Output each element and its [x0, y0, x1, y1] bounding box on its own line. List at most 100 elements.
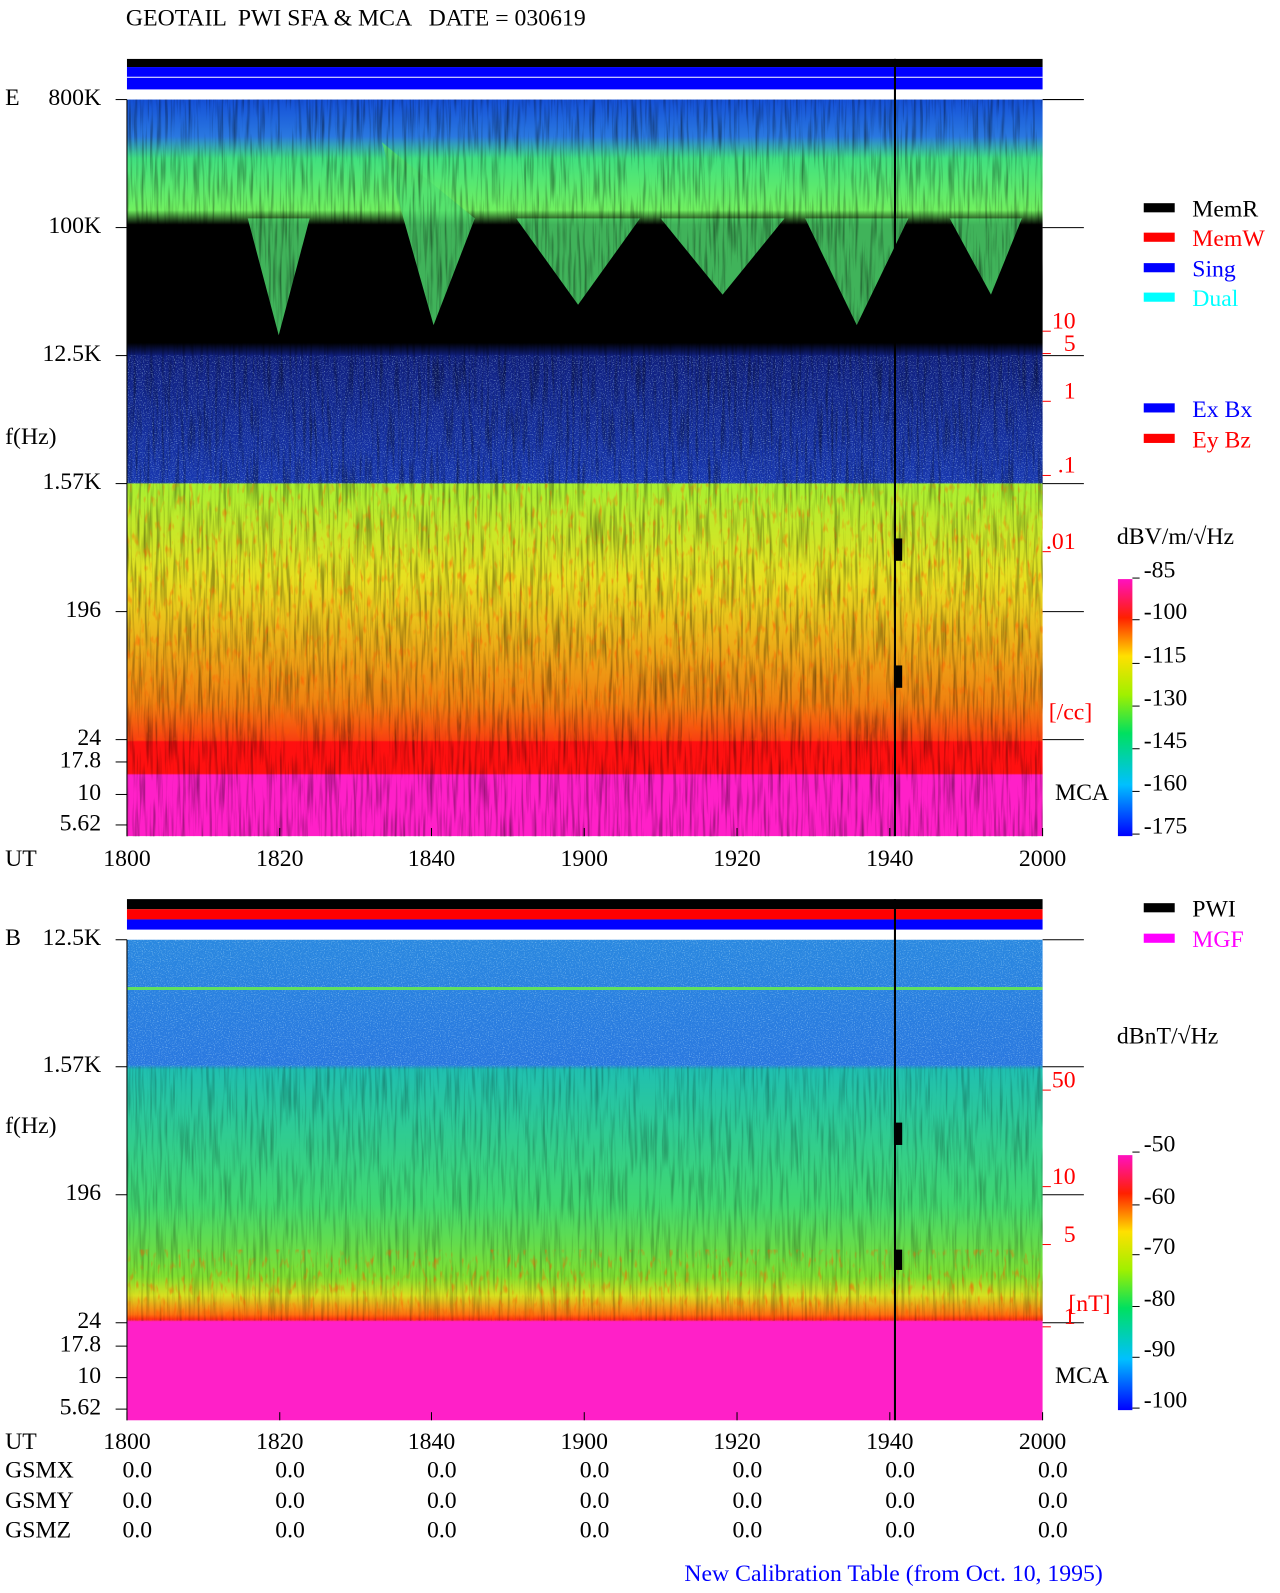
title: GEOTAIL PWI SFA & MCA DATE = 030619	[126, 6, 586, 32]
y-axis-label: f(Hz)	[5, 424, 56, 450]
colorbar-tick-label: -100	[1144, 1388, 1188, 1414]
density-label: 1	[1064, 1304, 1076, 1330]
y-tick-label: 100K	[48, 213, 101, 239]
mca-label: MCA	[1055, 1363, 1109, 1389]
orbit-value: 0.0	[122, 1518, 152, 1544]
legend-label: Ex Bx	[1192, 397, 1252, 423]
texture	[126, 355, 1043, 484]
density-label: 5	[1064, 331, 1076, 357]
colorbar-tick-label: -90	[1144, 1337, 1176, 1363]
legend-swatch	[1143, 263, 1175, 273]
orbit-value: 0.0	[733, 1458, 763, 1484]
x-axis-label: UT	[5, 846, 37, 872]
x-tick-label: 1800	[103, 846, 150, 872]
status-bar	[126, 67, 1043, 90]
texture	[126, 483, 1043, 740]
panel-label: B	[5, 925, 21, 951]
y-tick-label: 5.62	[60, 1395, 102, 1421]
density-label: .01	[1046, 529, 1076, 555]
y-tick-label: 10	[77, 780, 101, 806]
y-tick-label: 1.57K	[42, 469, 101, 495]
y-tick-label: 10	[77, 1363, 101, 1389]
legend-swatch	[1143, 292, 1175, 302]
orbit-label: GSMX	[5, 1458, 74, 1484]
y-axis-label: f(Hz)	[5, 1113, 56, 1139]
status-bar	[126, 919, 1043, 930]
density-label: 5	[1064, 1222, 1076, 1248]
colorbar-tick-label: -70	[1144, 1234, 1176, 1260]
orbit-value: 0.0	[885, 1518, 915, 1544]
orbit-value: 0.0	[122, 1458, 152, 1484]
x-axis-label: UT	[5, 1429, 37, 1455]
y-tick-label: 12.5K	[42, 925, 101, 951]
legend-swatch	[1143, 203, 1175, 213]
status-bar	[126, 58, 1043, 68]
legend-swatch	[1143, 433, 1175, 443]
marker	[893, 1249, 903, 1270]
spectrogram-b	[126, 899, 1133, 1421]
x-tick-label: 1820	[256, 1429, 303, 1455]
orbit-value: 0.0	[427, 1458, 457, 1484]
x-tick-label: 1900	[561, 846, 608, 872]
orbit-value: 0.0	[733, 1518, 763, 1544]
colorbar-tick-label: -115	[1144, 643, 1187, 669]
y-tick-label: 17.8	[60, 747, 102, 773]
colorbar-tick-label: -160	[1144, 771, 1188, 797]
legend-swatch	[1143, 232, 1175, 242]
x-tick-label: 1900	[561, 1429, 608, 1455]
legend-label: Dual	[1192, 286, 1239, 312]
colorbar	[1117, 1155, 1133, 1411]
y-tick-label: 5.62	[60, 810, 102, 836]
x-tick-label: 1940	[866, 1429, 913, 1455]
texture	[126, 939, 1043, 1067]
x-tick-label: 1940	[866, 846, 913, 872]
orbit-value: 0.0	[1038, 1458, 1068, 1484]
panel-label: E	[5, 85, 20, 111]
texture	[126, 1249, 1043, 1321]
colorbar-tick-label: -130	[1144, 686, 1188, 712]
orbit-value: 0.0	[885, 1458, 915, 1484]
orbit-value: 0.0	[580, 1458, 610, 1484]
x-tick-label: 1840	[408, 1429, 455, 1455]
orbit-value: 0.0	[275, 1488, 305, 1514]
legend-label: MGF	[1192, 927, 1243, 953]
y-tick-label: 196	[66, 597, 102, 623]
legend-label: MemW	[1192, 226, 1265, 252]
y-tick-label: 24	[77, 1308, 101, 1334]
colorbar-tick-label: -175	[1144, 814, 1188, 840]
orbit-label: GSMY	[5, 1488, 74, 1514]
orbit-value: 0.0	[1038, 1518, 1068, 1544]
density-label: 50	[1052, 1068, 1076, 1094]
orbit-value: 0.0	[1038, 1488, 1068, 1514]
colorbar-tick-label: -145	[1144, 728, 1188, 754]
y-tick-label: 1.57K	[42, 1052, 101, 1078]
y-tick-label: 196	[66, 1180, 102, 1206]
x-tick-label: 1820	[256, 846, 303, 872]
orbit-value: 0.0	[275, 1458, 305, 1484]
colorbar-tick-label: -100	[1144, 599, 1188, 625]
colorbar-title: dBV/m/√Hz	[1117, 524, 1234, 550]
density-label: 10	[1052, 1164, 1076, 1190]
legend-swatch	[1143, 903, 1175, 913]
y-tick-label: 17.8	[60, 1332, 102, 1358]
legend-label: Ey Bz	[1192, 427, 1251, 453]
y-tick-label: 800K	[48, 85, 101, 111]
density-unit: [nT]	[1068, 1291, 1110, 1317]
colorbar-title: dBnT/√Hz	[1117, 1024, 1218, 1050]
orbit-value: 0.0	[580, 1518, 610, 1544]
density-label: 1	[1064, 379, 1076, 405]
marker	[893, 1122, 903, 1145]
orbit-value: 0.0	[733, 1488, 763, 1514]
mca-label: MCA	[1055, 780, 1109, 806]
y-tick-label: 12.5K	[42, 341, 101, 367]
x-tick-label: 1800	[103, 1429, 150, 1455]
legend-label: MemR	[1192, 197, 1258, 223]
colorbar	[1117, 579, 1133, 837]
x-tick-label: 1840	[408, 846, 455, 872]
orbit-value: 0.0	[427, 1488, 457, 1514]
x-tick-label: 2000	[1019, 846, 1066, 872]
orbit-value: 0.0	[580, 1488, 610, 1514]
x-tick-label: 1920	[713, 1429, 760, 1455]
